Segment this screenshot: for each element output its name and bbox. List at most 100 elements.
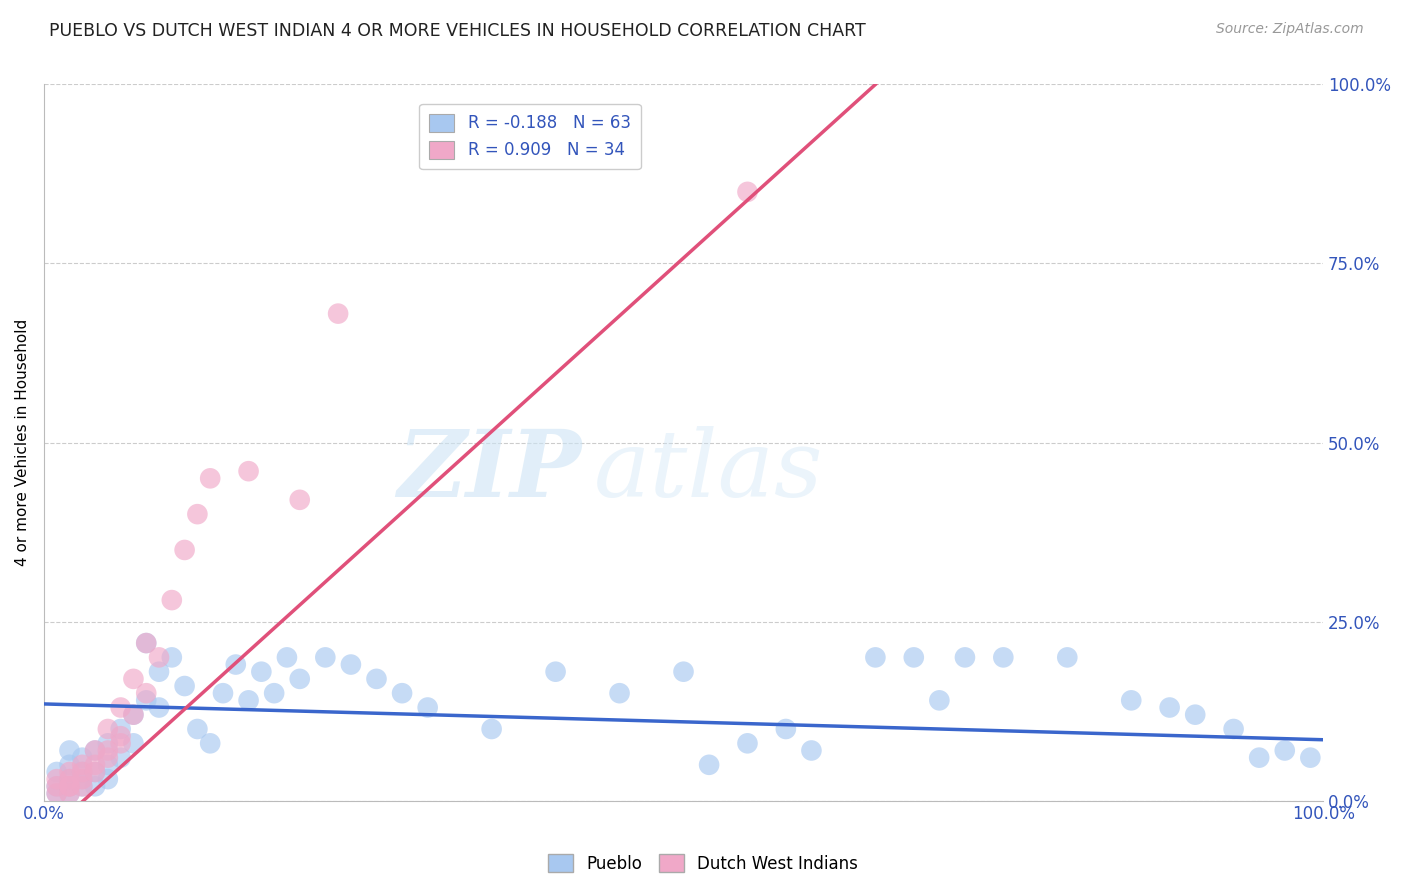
Point: [250, 665, 273, 679]
Point: [148, 700, 170, 714]
Point: [84, 757, 107, 772]
Point: [160, 593, 183, 607]
Text: PUEBLO VS DUTCH WEST INDIAN 4 OR MORE VEHICLES IN HOUSEHOLD CORRELATION CHART: PUEBLO VS DUTCH WEST INDIAN 4 OR MORE VE…: [49, 22, 866, 40]
Point: [276, 650, 298, 665]
Point: [58, 757, 80, 772]
Point: [288, 672, 311, 686]
Point: [58, 779, 80, 793]
Point: [1056, 650, 1078, 665]
Point: [198, 736, 221, 750]
Point: [110, 729, 132, 743]
Point: [84, 764, 107, 779]
Point: [72, 764, 94, 779]
Point: [72, 764, 94, 779]
Text: atlas: atlas: [593, 426, 824, 516]
Point: [953, 650, 976, 665]
Point: [186, 722, 208, 736]
Point: [1121, 693, 1143, 707]
Point: [97, 736, 120, 750]
Point: [340, 657, 363, 672]
Point: [173, 679, 195, 693]
Point: [84, 743, 107, 757]
Point: [97, 722, 120, 736]
Point: [58, 764, 80, 779]
Point: [72, 772, 94, 786]
Point: [212, 686, 235, 700]
Point: [122, 707, 145, 722]
Point: [97, 750, 120, 764]
Y-axis label: 4 or more Vehicles in Household: 4 or more Vehicles in Household: [15, 319, 30, 566]
Point: [97, 757, 120, 772]
Point: [903, 650, 925, 665]
Point: [148, 650, 170, 665]
Point: [84, 743, 107, 757]
Point: [288, 492, 311, 507]
Point: [58, 787, 80, 801]
Point: [198, 471, 221, 485]
Point: [72, 772, 94, 786]
Point: [58, 743, 80, 757]
Point: [135, 636, 157, 650]
Point: [45, 787, 67, 801]
Point: [45, 772, 67, 786]
Point: [45, 787, 67, 801]
Point: [737, 185, 759, 199]
Point: [58, 787, 80, 801]
Point: [84, 764, 107, 779]
Point: [173, 543, 195, 558]
Point: [238, 464, 260, 478]
Legend: Pueblo, Dutch West Indians: Pueblo, Dutch West Indians: [541, 847, 865, 880]
Point: [122, 736, 145, 750]
Point: [775, 722, 797, 736]
Point: [110, 722, 132, 736]
Point: [45, 779, 67, 793]
Point: [110, 750, 132, 764]
Point: [481, 722, 503, 736]
Point: [58, 772, 80, 786]
Point: [1159, 700, 1181, 714]
Point: [1274, 743, 1296, 757]
Point: [97, 743, 120, 757]
Point: [148, 665, 170, 679]
Point: [135, 686, 157, 700]
Point: [865, 650, 887, 665]
Point: [238, 693, 260, 707]
Point: [122, 672, 145, 686]
Point: [58, 779, 80, 793]
Point: [993, 650, 1015, 665]
Point: [58, 779, 80, 793]
Point: [544, 665, 567, 679]
Point: [84, 779, 107, 793]
Point: [72, 779, 94, 793]
Point: [1299, 750, 1322, 764]
Point: [697, 757, 720, 772]
Text: ZIP: ZIP: [396, 426, 581, 516]
Point: [1249, 750, 1271, 764]
Point: [1184, 707, 1206, 722]
Point: [609, 686, 631, 700]
Point: [45, 779, 67, 793]
Point: [416, 700, 439, 714]
Point: [225, 657, 247, 672]
Point: [160, 650, 183, 665]
Point: [122, 707, 145, 722]
Point: [45, 764, 67, 779]
Text: Source: ZipAtlas.com: Source: ZipAtlas.com: [1216, 22, 1364, 37]
Point: [391, 686, 413, 700]
Point: [672, 665, 695, 679]
Point: [72, 750, 94, 764]
Legend: R = -0.188   N = 63, R = 0.909   N = 34: R = -0.188 N = 63, R = 0.909 N = 34: [419, 103, 641, 169]
Point: [97, 772, 120, 786]
Point: [366, 672, 388, 686]
Point: [110, 700, 132, 714]
Point: [186, 507, 208, 521]
Point: [72, 757, 94, 772]
Point: [314, 650, 336, 665]
Point: [928, 693, 950, 707]
Point: [135, 693, 157, 707]
Point: [72, 779, 94, 793]
Point: [800, 743, 823, 757]
Point: [1222, 722, 1244, 736]
Point: [110, 736, 132, 750]
Point: [263, 686, 285, 700]
